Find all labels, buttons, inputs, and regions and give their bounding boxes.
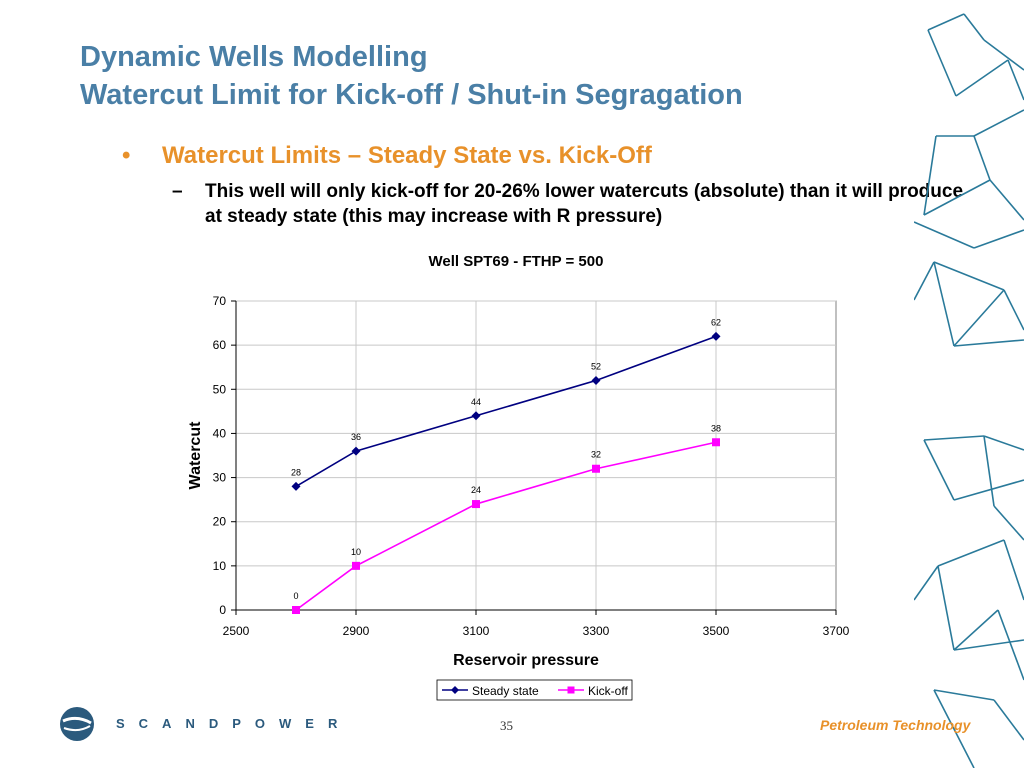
bullet-marker: •: [122, 142, 131, 169]
sub-bullet-marker: –: [172, 181, 183, 202]
data-label: 32: [591, 450, 601, 460]
x-tick-label: 3100: [463, 624, 490, 638]
legend-marker: [567, 686, 575, 694]
y-tick-label: 40: [213, 426, 227, 440]
tagline: Petroleum Technology: [820, 717, 971, 733]
y-tick-label: 0: [219, 603, 226, 617]
data-point-steady-state: [591, 375, 601, 385]
sub-bullet-item: – This well will only kick-off for 20-26…: [172, 179, 982, 229]
data-label: 10: [351, 547, 361, 557]
brand-name: SCANDPOWER: [116, 716, 352, 731]
data-label: 0: [293, 591, 298, 601]
data-point-steady-state: [711, 331, 721, 341]
data-point-kick-off: [592, 464, 600, 473]
data-point-kick-off: [712, 438, 720, 447]
data-point-steady-state: [291, 481, 301, 491]
data-label: 38: [711, 423, 721, 433]
slide-title-line2: Watercut Limit for Kick-off / Shut-in Se…: [80, 79, 743, 111]
decorative-lattice: [914, 13, 1024, 768]
y-tick-label: 10: [213, 559, 227, 573]
legend-marker: [451, 686, 459, 694]
y-tick-label: 60: [213, 338, 227, 352]
plot-area: [235, 300, 837, 611]
y-tick-label: 70: [213, 294, 227, 308]
x-axis-label: Reservoir pressure: [453, 652, 599, 669]
y-tick-label: 50: [213, 382, 227, 396]
scandpower-logo-icon: [60, 707, 94, 741]
x-tick-label: 2900: [343, 624, 370, 638]
x-tick-label: 3700: [823, 624, 850, 638]
y-tick-label: 30: [213, 471, 227, 485]
data-point-kick-off: [472, 500, 480, 509]
y-tick-label: 20: [213, 515, 227, 529]
data-point-steady-state: [351, 446, 361, 456]
slide-title: Dynamic Wells Modelling Watercut Limit f…: [80, 38, 743, 114]
data-point-kick-off: [292, 606, 300, 614]
legend-label-kick-off: Kick-off: [588, 684, 628, 698]
data-label: 28: [291, 467, 301, 477]
sub-bullet-text: This well will only kick-off for 20-26% …: [205, 181, 964, 227]
data-point-kick-off: [352, 561, 360, 570]
data-label: 62: [711, 317, 721, 327]
data-label: 44: [471, 397, 481, 407]
legend-label-steady-state: Steady state: [472, 684, 539, 698]
data-point-steady-state: [471, 411, 481, 421]
slide-title-line1: Dynamic Wells Modelling: [80, 41, 428, 73]
chart-title: Well SPT69 - FTHP = 500: [429, 253, 604, 270]
data-label: 24: [471, 485, 481, 495]
y-axis-label: Watercut: [187, 421, 204, 490]
x-tick-label: 2500: [223, 624, 250, 638]
bullet-item: • Watercut Limits – Steady State vs. Kick…: [122, 142, 652, 170]
legend-box: [436, 679, 633, 701]
data-label: 52: [591, 361, 601, 371]
data-label: 36: [351, 432, 361, 442]
x-tick-label: 3500: [703, 624, 730, 638]
bullet-text: Watercut Limits – Steady State vs. Kick-…: [162, 142, 652, 169]
x-tick-label: 3300: [583, 624, 610, 638]
page-number: 35: [500, 718, 513, 733]
